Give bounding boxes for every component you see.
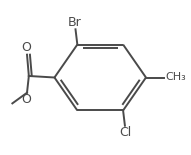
Text: CH₃: CH₃ [165, 73, 186, 82]
Text: Br: Br [68, 16, 82, 29]
Text: Cl: Cl [120, 126, 132, 140]
Text: O: O [21, 41, 31, 54]
Text: O: O [21, 93, 31, 106]
